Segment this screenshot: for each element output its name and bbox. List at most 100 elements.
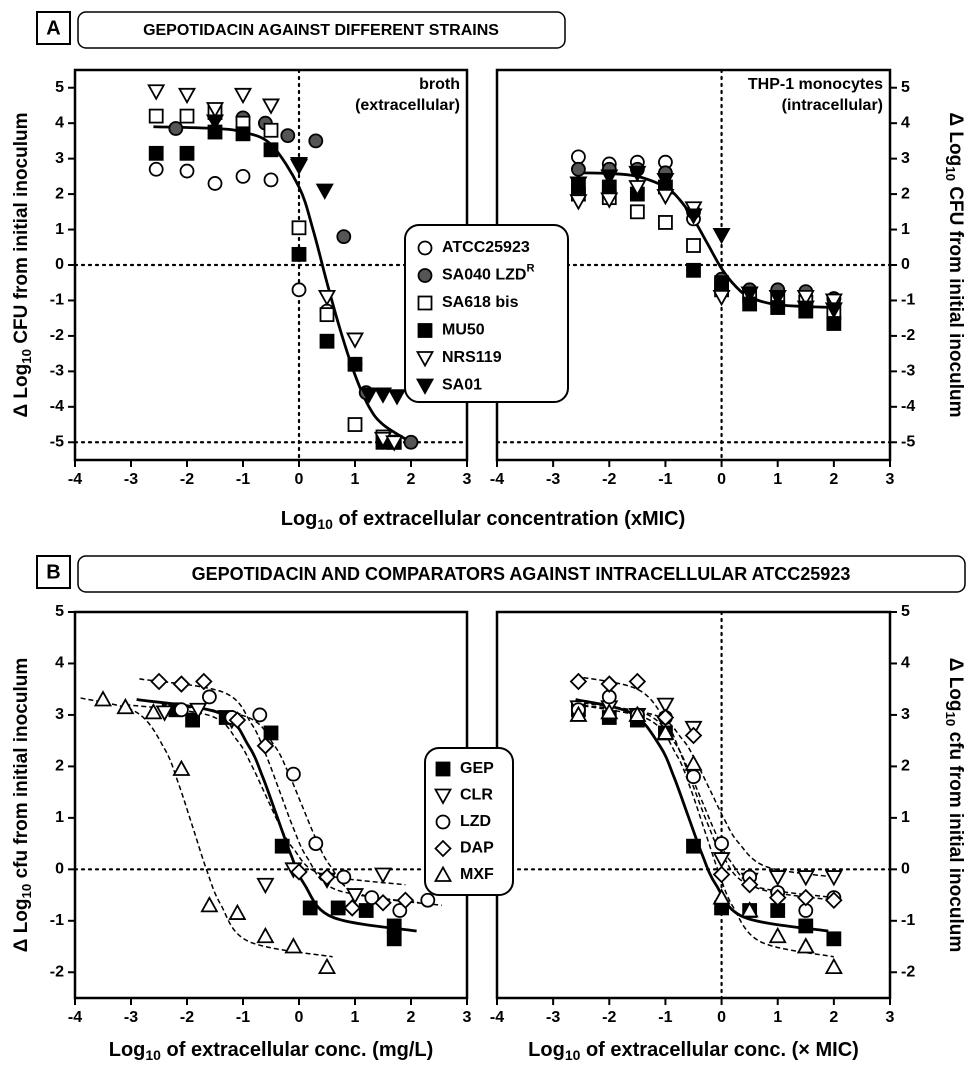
marker xyxy=(235,126,251,142)
marker xyxy=(330,900,346,916)
y-tick-label: -1 xyxy=(901,912,915,929)
legend-marker xyxy=(417,323,433,338)
x-axis-label-part: of extracellular concentration (xMIC) xyxy=(333,508,685,530)
marker xyxy=(824,870,843,887)
marker xyxy=(684,208,703,225)
x-axis-label-part: of extracellular conc. (× MIC) xyxy=(580,1039,858,1061)
marker xyxy=(205,102,225,119)
marker xyxy=(263,142,279,158)
marker xyxy=(347,417,363,432)
panel-label: A xyxy=(46,17,60,39)
marker xyxy=(569,194,588,211)
y-tick-label: 0 xyxy=(55,256,64,273)
marker xyxy=(235,168,251,184)
marker xyxy=(712,852,731,869)
legend-marker xyxy=(433,865,453,882)
y-tick-label: -1 xyxy=(50,292,64,309)
y-axis-label-part: CFU from initial inoculum xyxy=(945,181,966,417)
marker xyxy=(116,697,135,715)
marker xyxy=(796,937,815,954)
x-tick-label: -4 xyxy=(490,1009,504,1026)
y-tick-label: 4 xyxy=(55,114,64,131)
marker xyxy=(571,149,586,165)
marker xyxy=(571,161,586,177)
marker xyxy=(147,84,166,101)
marker xyxy=(179,108,195,124)
y-tick-label: 5 xyxy=(901,603,910,620)
marker xyxy=(233,87,253,105)
marker xyxy=(201,689,217,705)
x-tick-label: 3 xyxy=(463,471,472,488)
y-tick-label: -4 xyxy=(901,398,915,415)
panel-title-box xyxy=(77,11,566,49)
marker xyxy=(686,238,701,253)
marker xyxy=(686,769,701,785)
marker xyxy=(318,868,336,886)
x-axis-label-part: Log xyxy=(528,1039,565,1061)
marker xyxy=(345,332,365,349)
x-tick-label: -3 xyxy=(124,1009,138,1026)
x-tick-label: 1 xyxy=(351,471,360,488)
marker xyxy=(600,675,619,693)
legend-label: SA01 xyxy=(442,377,482,394)
y-tick-label: 1 xyxy=(55,809,64,826)
marker xyxy=(317,290,337,307)
y-tick-label: 3 xyxy=(55,706,64,723)
legend-box xyxy=(424,747,514,896)
marker xyxy=(364,890,380,906)
marker xyxy=(686,262,701,278)
x-tick-label: 0 xyxy=(295,1009,304,1026)
marker xyxy=(396,891,415,909)
marker xyxy=(168,121,184,136)
marker xyxy=(740,876,759,894)
marker xyxy=(712,888,731,905)
y-tick-label: 3 xyxy=(901,706,910,723)
y-tick-label: 4 xyxy=(55,655,64,672)
x-axis-label-part: Log xyxy=(281,508,318,530)
marker xyxy=(712,290,731,307)
marker xyxy=(797,888,815,907)
marker xyxy=(347,356,363,372)
y-axis-label-part: Δ Log xyxy=(11,898,32,952)
marker xyxy=(387,389,407,406)
marker xyxy=(274,838,290,854)
x-tick-label: 2 xyxy=(829,1009,838,1026)
legend-name: DAP xyxy=(460,840,494,857)
y-tick-label: 5 xyxy=(55,603,64,620)
marker xyxy=(392,903,408,918)
x-tick-label: 3 xyxy=(886,1009,895,1026)
marker xyxy=(824,302,843,319)
x-tick-label: -2 xyxy=(602,471,616,488)
marker xyxy=(308,836,324,851)
legend-name: SA040 LZD xyxy=(442,267,526,284)
marker xyxy=(824,957,843,975)
x-axis-label: Log10 of extracellular conc. (× MIC) xyxy=(528,1039,859,1062)
marker xyxy=(179,145,195,161)
fit-curve xyxy=(80,697,333,958)
x-tick-label: -2 xyxy=(602,1009,616,1026)
marker xyxy=(343,899,361,917)
marker xyxy=(319,307,335,323)
marker xyxy=(345,888,365,905)
marker xyxy=(317,957,337,975)
y-axis-label-part: Δ Log xyxy=(11,364,32,418)
legend-label: NRS119 xyxy=(442,349,502,366)
x-tick-label: 0 xyxy=(717,1009,726,1026)
y-tick-label: 4 xyxy=(901,655,910,672)
legend-label: LZD xyxy=(460,813,491,830)
y-axis-label-part: Δ Log xyxy=(945,658,966,712)
marker xyxy=(826,931,842,947)
marker xyxy=(600,192,619,209)
x-tick-label: -3 xyxy=(546,1009,560,1026)
marker xyxy=(256,737,275,755)
marker xyxy=(148,108,164,124)
marker xyxy=(172,675,191,693)
marker xyxy=(261,98,281,115)
annotation: THP-1 monocytes xyxy=(748,76,883,93)
marker xyxy=(148,161,164,177)
marker xyxy=(740,901,759,918)
fit-curve xyxy=(575,703,835,958)
marker xyxy=(386,918,402,934)
